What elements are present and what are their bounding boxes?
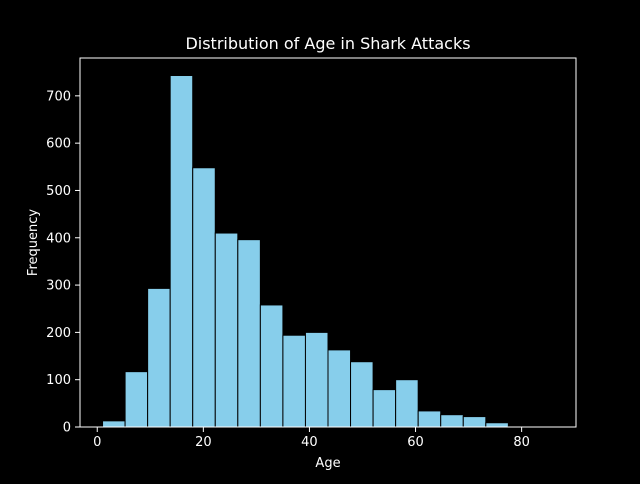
- x-tick-label: 0: [93, 435, 101, 450]
- y-tick-label: 0: [63, 421, 71, 436]
- x-tick-label: 40: [301, 435, 318, 450]
- histogram-bar: [305, 332, 328, 427]
- histogram-bar: [418, 411, 441, 427]
- y-tick-label: 200: [46, 326, 71, 341]
- x-tick-label: 80: [513, 435, 530, 450]
- histogram-bar: [486, 423, 509, 427]
- histogram-bar: [396, 380, 419, 427]
- y-tick-label: 700: [46, 89, 71, 104]
- bars-group: [103, 76, 554, 427]
- x-axis-ticks: 0 20 40 60 80: [93, 427, 530, 450]
- histogram-bar: [351, 362, 374, 427]
- y-tick-label: 500: [46, 184, 71, 199]
- histogram-bar: [193, 168, 216, 427]
- histogram-bar: [328, 350, 351, 427]
- y-axis-ticks: 0 100 200 300 400 500 600 700: [46, 89, 80, 435]
- y-axis-label: Frequency: [26, 209, 41, 276]
- histogram-bar: [260, 305, 283, 427]
- y-tick-label: 600: [46, 137, 71, 152]
- y-tick-label: 400: [46, 231, 71, 246]
- histogram-bar: [441, 415, 464, 427]
- histogram-bar: [283, 335, 306, 427]
- histogram-bar: [103, 421, 126, 427]
- histogram-bar: [125, 372, 148, 427]
- histogram-bar: [373, 390, 396, 427]
- x-tick-label: 60: [407, 435, 424, 450]
- y-tick-label: 300: [46, 279, 71, 294]
- histogram-bar: [463, 417, 486, 427]
- histogram-bar: [238, 240, 261, 427]
- y-tick-label: 100: [46, 373, 71, 388]
- x-tick-label: 20: [195, 435, 212, 450]
- histogram-bar: [170, 76, 193, 427]
- x-axis-label: Age: [315, 456, 340, 471]
- chart-title: Distribution of Age in Shark Attacks: [185, 34, 470, 53]
- histogram-bar: [148, 288, 171, 427]
- histogram-bar: [215, 233, 238, 427]
